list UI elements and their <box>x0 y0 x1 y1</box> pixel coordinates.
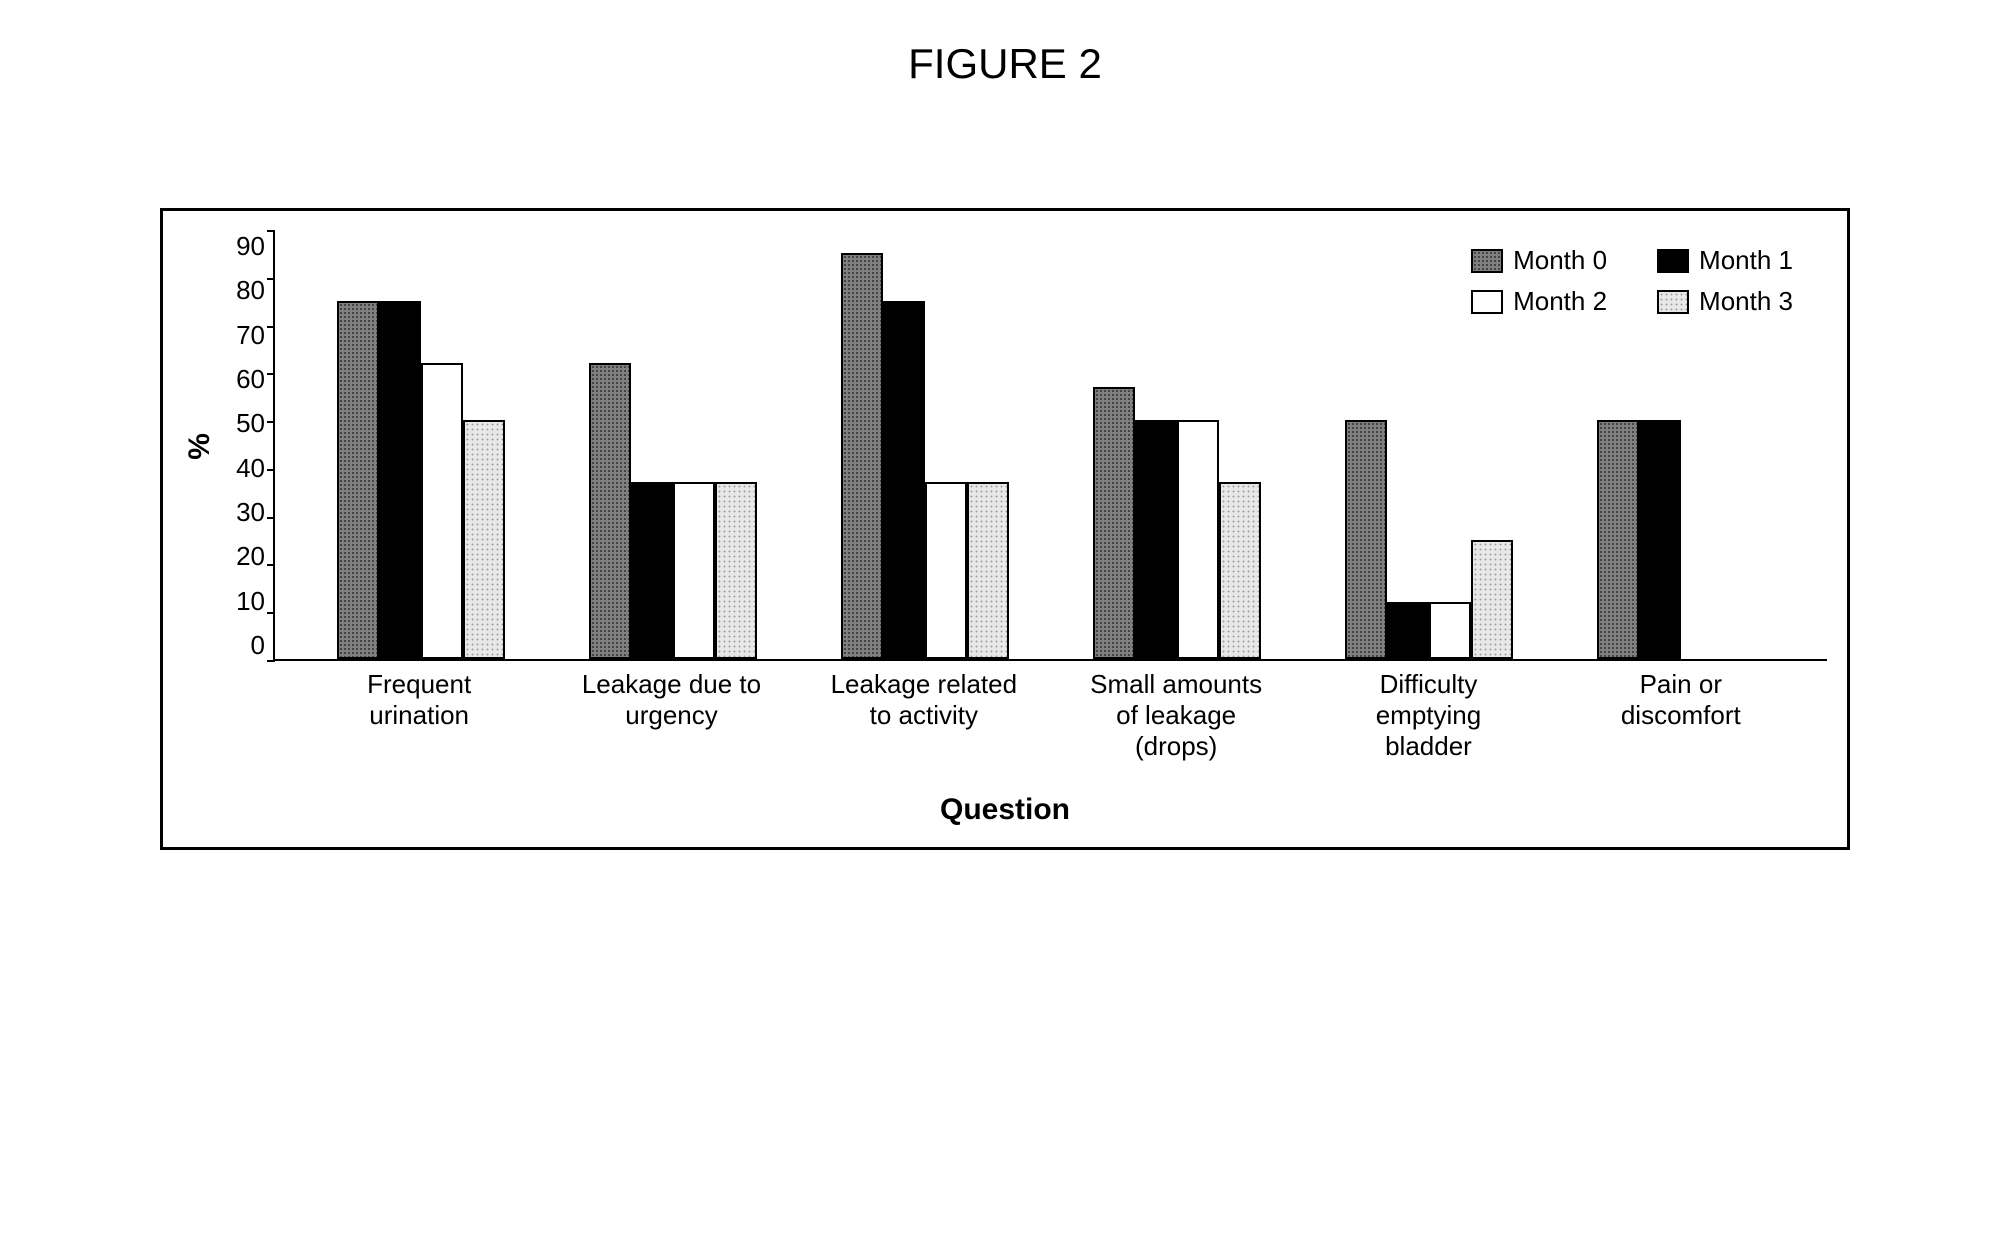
y-axis-label: % <box>183 433 223 460</box>
y-tick-label: 80 <box>223 275 265 306</box>
bar <box>1345 420 1387 659</box>
bar <box>841 253 883 659</box>
y-tick-mark <box>267 612 275 614</box>
y-tick-label: 70 <box>223 320 265 351</box>
y-tick-label: 30 <box>223 497 265 528</box>
bar <box>337 301 379 659</box>
bar <box>673 482 715 659</box>
x-tick-label: Difficultyemptyingbladder <box>1328 669 1528 763</box>
y-tick-label: 60 <box>223 364 265 395</box>
x-axis-title: Question <box>183 793 1827 827</box>
y-tick-label: 0 <box>223 630 265 661</box>
bar <box>463 420 505 659</box>
y-tick-label: 50 <box>223 408 265 439</box>
bar-group <box>337 301 505 659</box>
bar <box>1387 602 1429 659</box>
y-tick-mark <box>267 421 275 423</box>
bar-group <box>1597 420 1765 659</box>
bar <box>1177 420 1219 659</box>
y-tick-mark <box>267 660 275 662</box>
x-tick-label: Frequenturination <box>319 669 519 763</box>
bar <box>421 363 463 659</box>
bar-group <box>841 253 1009 659</box>
figure-title: FIGURE 2 <box>40 40 1970 88</box>
y-tick-label: 10 <box>223 586 265 617</box>
bar-group <box>1093 387 1261 659</box>
bar <box>379 301 421 659</box>
bar <box>1135 420 1177 659</box>
bar <box>1639 420 1681 659</box>
y-tick-mark <box>267 326 275 328</box>
bar <box>1597 420 1639 659</box>
y-tick-mark <box>267 564 275 566</box>
y-tick-mark <box>267 517 275 519</box>
bar <box>1429 602 1471 659</box>
chart-container: % 90 80 70 60 50 40 30 20 10 0 Month 0Month 1Mont… <box>160 208 1850 850</box>
bar <box>967 482 1009 659</box>
bar <box>883 301 925 659</box>
bar-groups <box>275 231 1827 659</box>
bar-group <box>589 363 757 659</box>
bar <box>631 482 673 659</box>
bar <box>715 482 757 659</box>
x-tick-label: Leakage relatedto activity <box>824 669 1024 763</box>
y-tick-mark <box>267 373 275 375</box>
y-tick-label: 20 <box>223 541 265 572</box>
plot-area: Month 0Month 1Month 2Month 3 <box>273 231 1827 661</box>
x-tick-label: Pain ordiscomfort <box>1581 669 1781 763</box>
x-axis-labels: Frequenturination Leakage due tourgency Le… <box>273 661 1827 763</box>
y-tick-mark <box>267 230 275 232</box>
bar <box>1093 387 1135 659</box>
x-tick-label: Leakage due tourgency <box>571 669 771 763</box>
bar <box>589 363 631 659</box>
y-tick-mark <box>267 469 275 471</box>
y-axis-ticks: 90 80 70 60 50 40 30 20 10 0 <box>223 231 273 661</box>
bar <box>1471 540 1513 659</box>
bar-group <box>1345 420 1513 659</box>
y-tick-mark <box>267 278 275 280</box>
bar <box>1219 482 1261 659</box>
bar <box>925 482 967 659</box>
y-tick-label: 90 <box>223 231 265 262</box>
y-tick-label: 40 <box>223 453 265 484</box>
x-tick-label: Small amountsof leakage(drops) <box>1076 669 1276 763</box>
